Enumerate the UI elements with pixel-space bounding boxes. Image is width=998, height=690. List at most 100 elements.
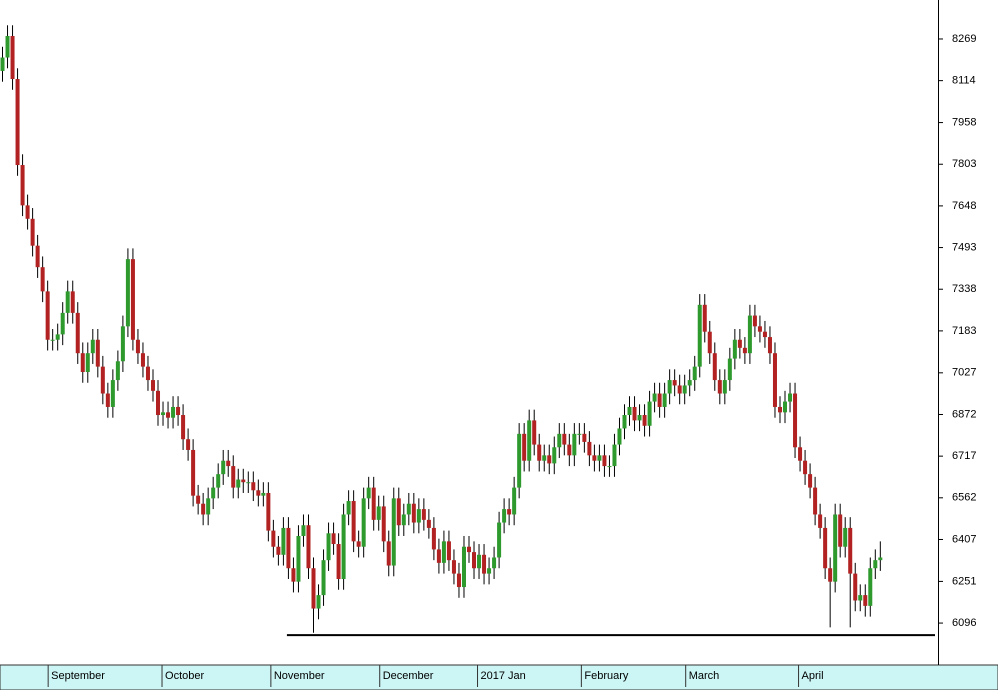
candle-body — [5, 36, 10, 58]
candle-body — [492, 557, 497, 569]
candle-body — [687, 380, 692, 386]
candle-body — [772, 353, 777, 407]
candle-body — [321, 560, 326, 596]
candle-body — [75, 312, 80, 354]
candle-body — [803, 460, 808, 475]
candle-body — [341, 514, 346, 579]
candle-body — [692, 366, 697, 381]
candle-body — [110, 380, 115, 407]
candle-body — [0, 57, 5, 71]
candle-body — [843, 527, 848, 547]
candle-body — [60, 312, 65, 335]
candle-body — [622, 415, 627, 429]
candle-body — [125, 259, 130, 327]
candle-body — [512, 487, 517, 515]
y-tick-label: 7803 — [952, 158, 976, 170]
candle-body — [286, 527, 291, 569]
candle-body — [823, 527, 828, 569]
candle-body — [632, 406, 637, 421]
candle-body — [95, 339, 100, 367]
candle-body — [652, 393, 657, 402]
candle-body — [105, 393, 110, 407]
candle-body — [742, 347, 747, 354]
candle-body — [266, 492, 271, 531]
candle-body — [532, 420, 537, 445]
candle-body — [196, 495, 201, 504]
candle-body — [657, 393, 662, 407]
y-tick-label: 6251 — [952, 575, 976, 587]
candle-body — [50, 339, 55, 341]
y-tick-label: 6717 — [952, 450, 976, 462]
candle-body — [376, 506, 381, 520]
candle-body — [221, 460, 226, 475]
candle-body — [818, 514, 823, 528]
candle-body — [762, 331, 767, 338]
x-tick-label: September — [51, 670, 105, 682]
x-tick-label: 2017 Jan — [481, 670, 526, 682]
candle-body — [416, 509, 421, 523]
candle-body — [793, 393, 798, 448]
time-axis-strip — [0, 664, 998, 690]
candle-body — [80, 353, 85, 373]
candle-body — [537, 444, 542, 461]
y-tick-label: 6562 — [952, 492, 976, 504]
y-tick-label: 8114 — [952, 75, 976, 87]
candle-body — [767, 337, 772, 354]
candle-body — [120, 326, 125, 362]
candle-body — [346, 501, 351, 515]
candle-body — [582, 433, 587, 442]
candle-body — [747, 315, 752, 354]
candle-body — [482, 554, 487, 574]
y-tick-label: 7648 — [952, 200, 976, 212]
candle-body — [697, 304, 702, 367]
candle-body — [296, 535, 301, 582]
x-tick-label: April — [802, 670, 824, 682]
candle-body — [788, 393, 793, 402]
y-tick-label: 7493 — [952, 241, 976, 253]
candle-body — [155, 390, 161, 416]
candle-body — [682, 385, 687, 394]
candle-body — [145, 366, 150, 381]
y-tick-label: 7027 — [952, 367, 976, 379]
candle-body — [783, 401, 788, 413]
candle-body — [587, 441, 592, 456]
candle-body — [401, 514, 406, 526]
candle-body — [552, 447, 557, 464]
candle-body — [707, 331, 712, 354]
candle-body — [461, 546, 466, 588]
candle-body — [607, 466, 612, 468]
candle-body — [757, 326, 762, 332]
candle-body — [562, 433, 567, 445]
y-tick-label: 6407 — [952, 533, 976, 545]
candle-body — [261, 492, 266, 496]
candle-body — [70, 291, 75, 313]
candle-body — [85, 353, 90, 373]
candle-body — [100, 366, 105, 394]
candle-body — [246, 482, 251, 484]
candle-body — [557, 433, 562, 448]
candle-body — [396, 498, 401, 526]
candle-body — [336, 544, 341, 579]
candle-body — [602, 455, 607, 467]
candle-body — [617, 428, 622, 445]
candle-body — [672, 380, 677, 386]
y-tick-label: 6096 — [952, 617, 976, 629]
candle-body — [226, 460, 231, 467]
candle-body — [140, 353, 145, 367]
candle-body — [612, 444, 617, 467]
candle-body — [371, 487, 376, 520]
candle-body — [65, 291, 70, 313]
candle-body — [667, 380, 672, 394]
candle-body — [522, 433, 527, 461]
candle-body — [642, 415, 647, 426]
y-tick-label: 7183 — [952, 325, 976, 337]
candle-body — [281, 527, 286, 555]
candle-body — [241, 479, 246, 483]
candle-body — [451, 560, 456, 574]
x-tick-label: February — [584, 670, 629, 682]
candle-body — [472, 552, 477, 569]
candle-body — [597, 455, 602, 461]
candle-body — [206, 498, 211, 515]
candle-body — [356, 541, 361, 547]
